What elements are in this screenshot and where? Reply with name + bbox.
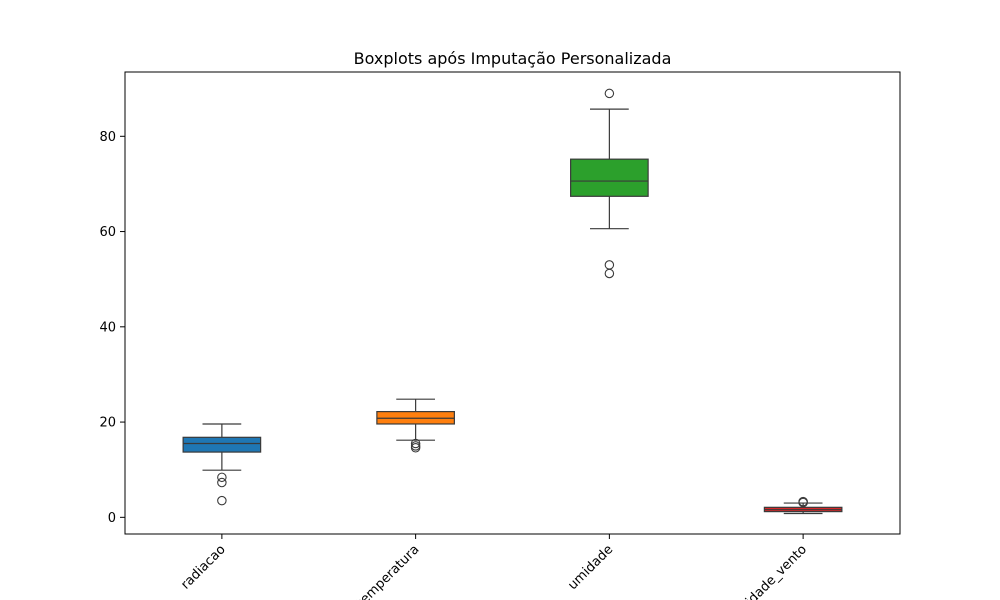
box-velocidade_vento: [763, 496, 843, 515]
plot-area: 0 20 40 60 80 radiacao temperatura umidade veloc…: [99, 71, 901, 600]
x-tick-label: radiacao: [178, 542, 228, 592]
iqr-box: [182, 436, 262, 453]
outlier-point: [217, 472, 227, 483]
outlier-point: [217, 477, 227, 488]
chart-title: Boxplots após Imputação Personalizada: [354, 49, 672, 68]
box-radiacao: [182, 423, 262, 506]
outlier-point: [217, 495, 227, 506]
outlier-point: [410, 443, 421, 453]
y-tick-label: 20: [99, 416, 116, 431]
outlier-point: [798, 497, 808, 508]
y-tick-label: 0: [108, 511, 116, 526]
y-tick-label: 60: [99, 225, 116, 240]
x-tick-label: temperatura: [354, 542, 423, 600]
x-tick-label: umidade: [565, 542, 616, 593]
box-temperatura: [376, 398, 455, 453]
y-tick-label: 80: [99, 130, 116, 145]
outlier-point: [604, 268, 615, 279]
box-umidade: [570, 88, 649, 279]
outlier-point: [604, 260, 615, 270]
x-tick-label: velocidade_vento: [719, 542, 810, 600]
axes-frame: [124, 71, 901, 535]
outlier-point: [410, 438, 421, 449]
outlier-point: [604, 88, 615, 99]
y-tick-label: 40: [99, 320, 116, 335]
iqr-box: [570, 158, 649, 197]
